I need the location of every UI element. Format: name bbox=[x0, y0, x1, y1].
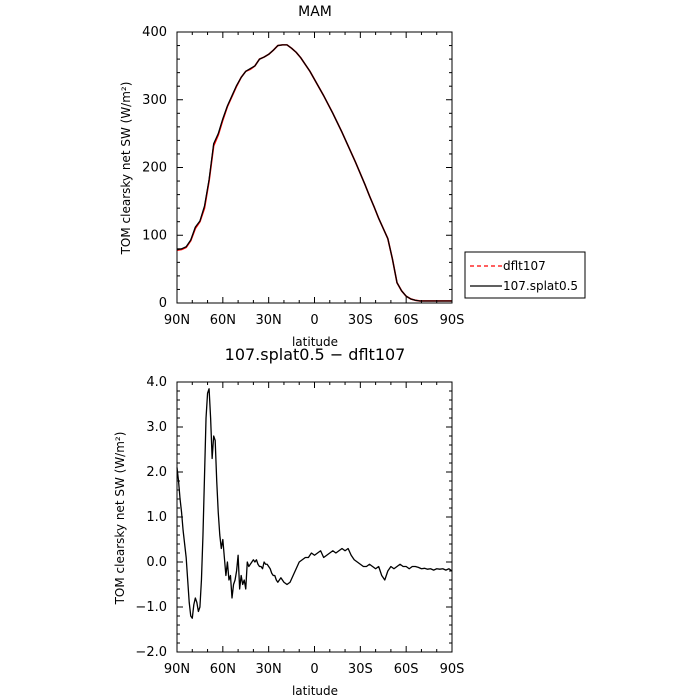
legend-box bbox=[464, 251, 586, 299]
top-y-axis-label: TOM clearsky net SW (W/m²) bbox=[119, 82, 133, 256]
bottom-x-axis-label: latitude bbox=[292, 684, 338, 698]
top-panel: MAM latitude TOM clearsky net SW (W/m²) … bbox=[119, 4, 464, 349]
x-tick-label: 60N bbox=[210, 662, 236, 677]
x-tick-label: 90N bbox=[164, 662, 190, 677]
x-tick-label: 60S bbox=[394, 662, 419, 677]
x-tick-label: 30S bbox=[348, 313, 373, 328]
y-tick-label: 4.0 bbox=[146, 375, 167, 390]
x-tick-label: 0 bbox=[310, 313, 318, 328]
bottom-chart-title: 107.splat0.5 − dflt107 bbox=[225, 345, 406, 364]
y-tick-label: 300 bbox=[142, 93, 167, 108]
series-line-1-0 bbox=[176, 388, 453, 619]
y-tick-label: −1.0 bbox=[135, 600, 167, 615]
plot-frame bbox=[176, 31, 453, 304]
y-tick-label: 3.0 bbox=[146, 420, 167, 435]
y-tick-label: −2.0 bbox=[135, 645, 167, 660]
x-tick-label: 90S bbox=[440, 313, 465, 328]
y-tick-label: 2.0 bbox=[146, 465, 167, 480]
x-tick-label: 30S bbox=[348, 662, 373, 677]
bottom-y-axis-label: TOM clearsky net SW (W/m²) bbox=[113, 432, 127, 606]
y-tick-label: 1.0 bbox=[146, 510, 167, 525]
y-tick-label: 200 bbox=[142, 161, 167, 176]
legend-label-splat: 107.splat0.5 bbox=[503, 279, 578, 293]
x-tick-label: 90S bbox=[440, 662, 465, 677]
x-tick-label: 0 bbox=[310, 662, 318, 677]
series-line-0-0 bbox=[176, 44, 452, 302]
top-chart-title: MAM bbox=[298, 4, 332, 20]
x-tick-label: 30N bbox=[256, 662, 282, 677]
series-line-0-1 bbox=[176, 44, 452, 302]
x-tick-label: 60N bbox=[210, 313, 236, 328]
x-tick-label: 90N bbox=[164, 313, 190, 328]
legend: dflt107 107.splat0.5 bbox=[464, 251, 586, 299]
x-tick-label: 30N bbox=[256, 313, 282, 328]
legend-label-dflt107: dflt107 bbox=[503, 259, 546, 273]
top-x-axis-label: latitude bbox=[292, 335, 338, 349]
x-tick-label: 60S bbox=[394, 313, 419, 328]
y-tick-label: 100 bbox=[142, 228, 167, 243]
bottom-panel: 107.splat0.5 − dflt107 latitude TOM clea… bbox=[113, 345, 464, 698]
y-tick-label: 0 bbox=[159, 296, 167, 311]
y-tick-label: 400 bbox=[142, 25, 167, 40]
y-tick-label: 0.0 bbox=[146, 555, 167, 570]
